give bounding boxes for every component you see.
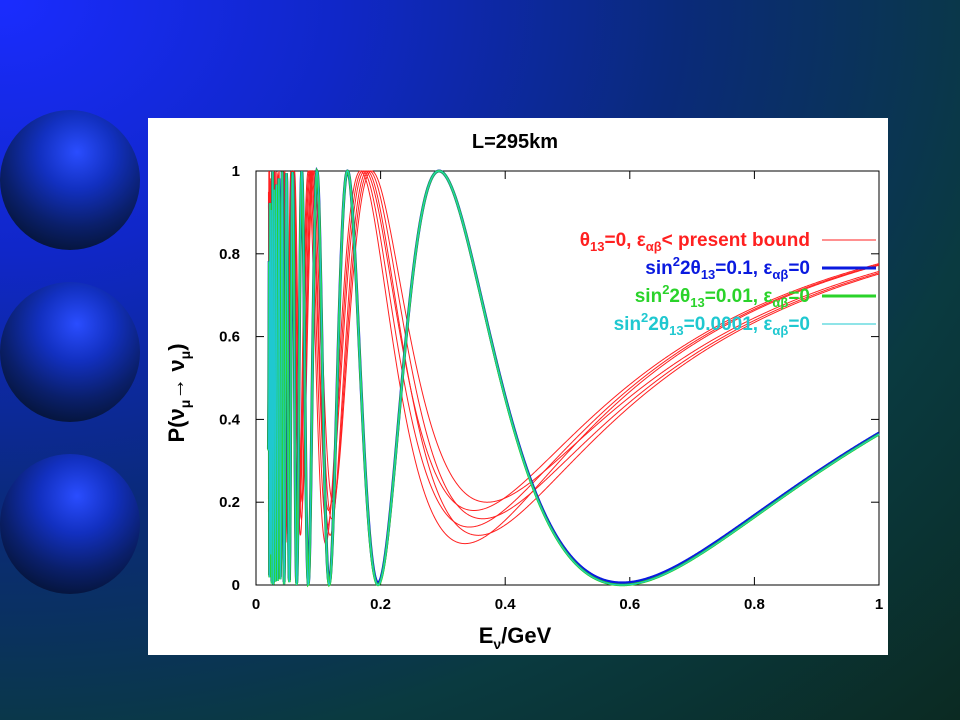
decorative-orb-middle <box>0 282 140 422</box>
red-nsi-curve <box>267 170 880 511</box>
x-tick-label: 1 <box>875 596 883 613</box>
red-nsi-curve <box>267 170 880 521</box>
decorative-orb-bottom <box>0 454 140 594</box>
y-tick-label: 0.2 <box>219 494 240 511</box>
red-nsi-curve <box>267 170 880 545</box>
x-tick-label: 0.6 <box>619 596 640 613</box>
x-tick-label: 0 <box>252 596 260 613</box>
legend-entry-sin2-0.01: sin22θ13=0.01, εαβ=0 <box>635 282 810 310</box>
legend-entry-sin2-0.1: sin22θ13=0.1, εαβ=0 <box>645 254 810 282</box>
red-nsi-curve <box>267 170 880 529</box>
x-tick-label: 0.4 <box>495 596 517 613</box>
cyan-curve <box>267 169 880 586</box>
y-tick-label: 0.4 <box>219 411 241 428</box>
x-tick-label: 0.8 <box>744 596 765 613</box>
x-axis-label: Eν/GeV <box>479 623 552 652</box>
chart-title: L=295km <box>472 131 558 153</box>
y-tick-label: 0.8 <box>219 246 240 263</box>
x-tick-label: 0.2 <box>370 596 391 613</box>
chart-panel: L=295km 0 0.2 0.4 0.6 0.8 1 0 0.2 0.4 0.6 0.8 1 θ13… <box>148 118 888 655</box>
y-tick-label: 0.6 <box>219 329 240 346</box>
curves <box>266 166 880 588</box>
red-nsi-curve <box>267 169 880 536</box>
y-axis-label: P(νμ→ νμ) <box>164 343 193 442</box>
legend-entry-theta13-zero: θ13=0, εαβ< present bound <box>580 230 810 254</box>
oscillation-probability-chart: L=295km 0 0.2 0.4 0.6 0.8 1 0 0.2 0.4 0.6 0.8 1 θ13… <box>164 131 883 652</box>
axes: 0 0.2 0.4 0.6 0.8 1 0 0.2 0.4 0.6 0.8 1 <box>219 163 883 613</box>
legend-entry-sin2-0.0001: sin22θ13=0.0001, εαβ=0 <box>614 310 810 338</box>
y-tick-label: 1 <box>232 163 240 180</box>
decorative-orb-top <box>0 110 140 250</box>
plot-frame <box>255 170 880 586</box>
y-tick-label: 0 <box>232 577 240 594</box>
